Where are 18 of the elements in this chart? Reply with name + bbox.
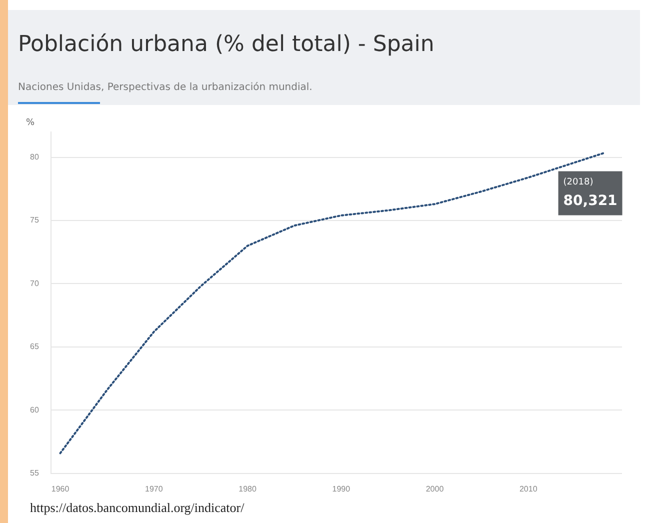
x-tick-label: 2010 bbox=[519, 484, 538, 494]
x-tick-label: 2000 bbox=[426, 484, 444, 494]
y-tick-label: 60 bbox=[30, 405, 40, 414]
chart-subtitle: Naciones Unidas, Perspectivas de la urbanización mundial. bbox=[18, 82, 312, 93]
y-tick-label: 75 bbox=[30, 216, 40, 225]
annotation: (2018) bbox=[563, 178, 594, 188]
y-axis-title: % bbox=[26, 118, 35, 128]
y-tick-label: 70 bbox=[30, 278, 40, 288]
x-tick-label: 1990 bbox=[332, 484, 351, 494]
chart-title: Población urbana (% del total) - Spain bbox=[18, 32, 434, 57]
y-tick-label: 80 bbox=[30, 152, 40, 162]
annotation: 80,321 bbox=[563, 192, 618, 209]
text: https://datos.bancomundial.org/indicator/ bbox=[30, 500, 244, 516]
y-tick-label: 55 bbox=[30, 468, 40, 478]
x-tick-label: 1980 bbox=[238, 484, 257, 494]
x-tick-label: 1970 bbox=[144, 484, 164, 494]
x-tick-label: 1960 bbox=[51, 484, 70, 494]
y-tick-label: 65 bbox=[30, 342, 40, 352]
